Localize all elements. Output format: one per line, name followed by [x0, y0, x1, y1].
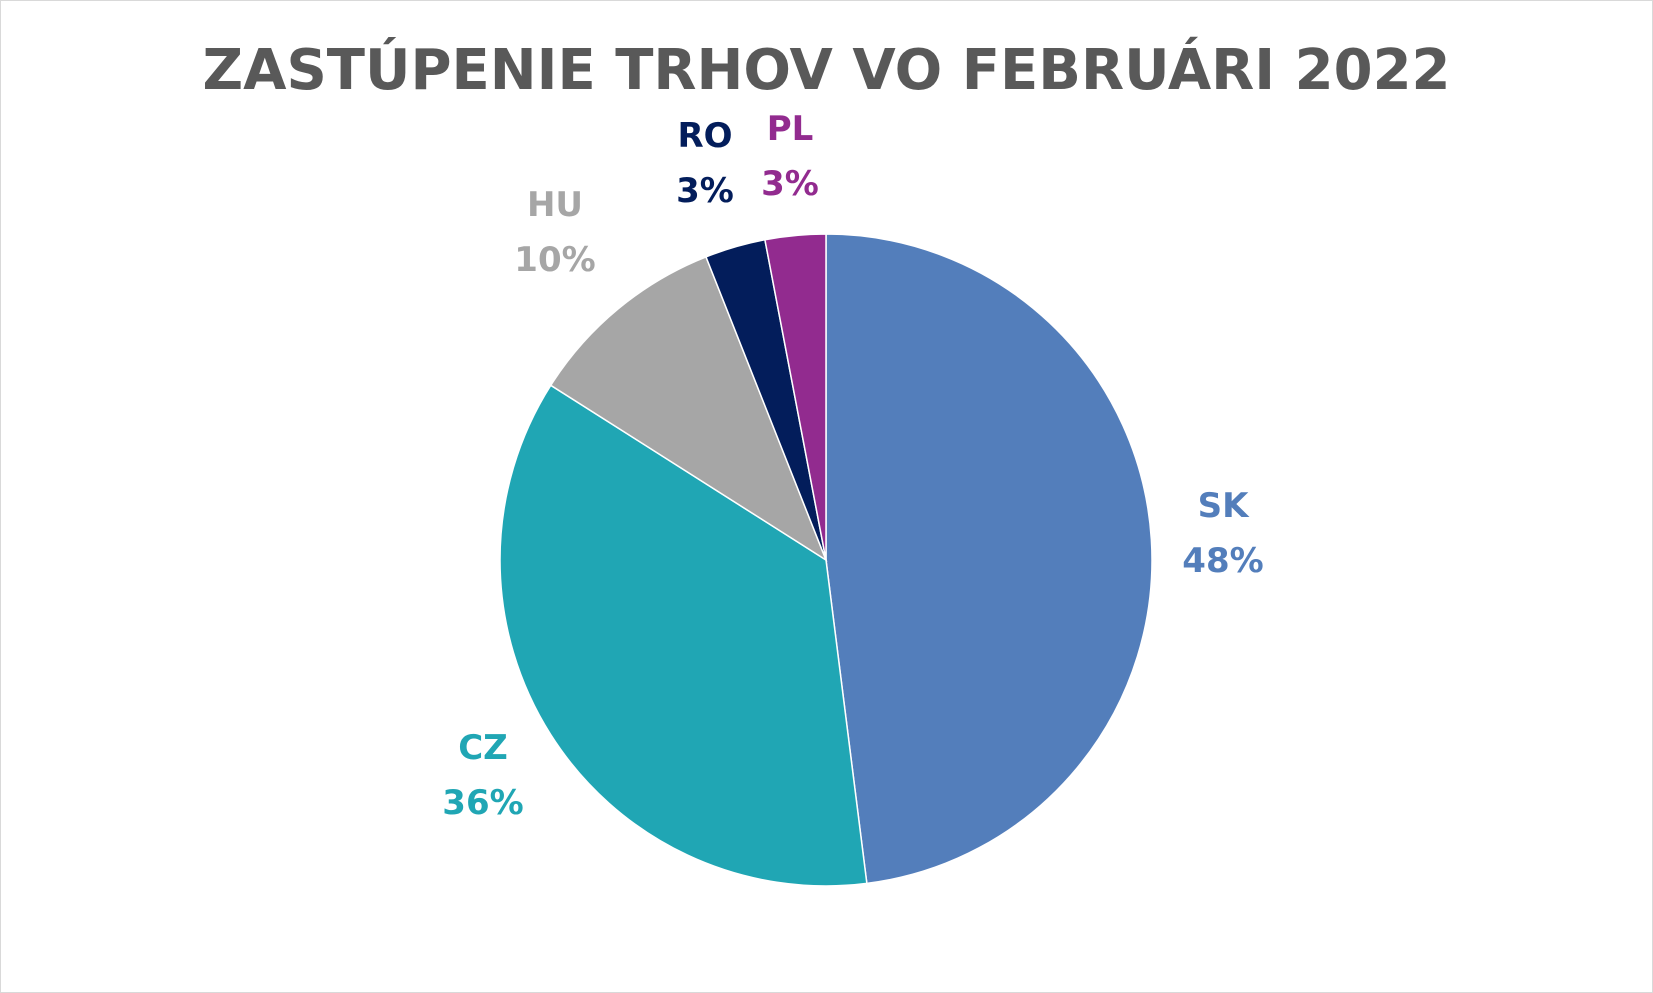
- slice-value-sk: 48%: [1182, 541, 1263, 581]
- slice-label-hu: HU: [527, 185, 583, 225]
- slice-value-hu: 10%: [514, 240, 595, 280]
- slice-label-sk: SK: [1198, 486, 1250, 526]
- chart-title: ZASTÚPENIE TRHOV VO FEBRUÁRI 2022: [202, 38, 1451, 103]
- slice-value-pl: 3%: [761, 164, 819, 204]
- slice-label-pl: PL: [767, 109, 814, 149]
- slice-value-ro: 3%: [676, 171, 734, 211]
- pie-slice-cz: [499, 384, 868, 887]
- pie-slice-hu: [549, 255, 828, 562]
- slice-label-cz: CZ: [458, 728, 508, 768]
- pie-slice-sk: [825, 233, 1153, 885]
- slice-label-ro: RO: [677, 116, 732, 156]
- slice-value-cz: 36%: [442, 783, 523, 823]
- pie-slice-pl: [764, 233, 827, 561]
